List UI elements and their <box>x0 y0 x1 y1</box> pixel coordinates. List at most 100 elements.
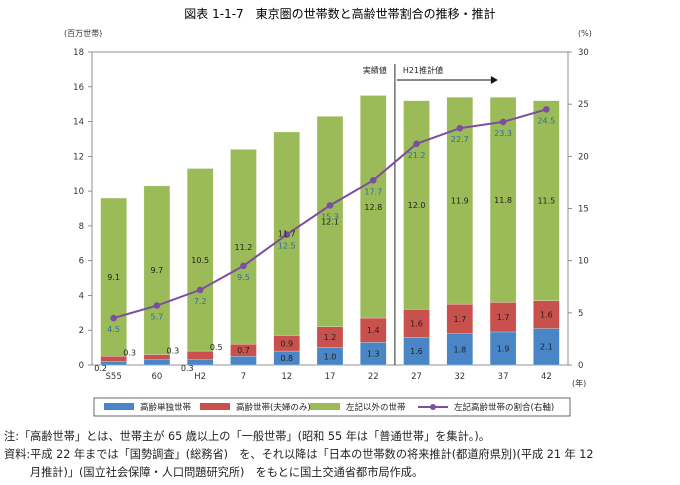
legend-elderly-couple-text: 高齢世帯(夫婦のみ) <box>236 402 311 413</box>
label-other-households: 9.1 <box>107 273 120 282</box>
chart-title: 図表 1-1-7 東京圏の世帯数と高齢世帯割合の推移・推計 <box>184 6 495 21</box>
ratio-label: 5.7 <box>151 313 164 322</box>
x-tick-label: 17 <box>325 372 336 382</box>
label-other-households: 11.7 <box>278 230 296 239</box>
ratio-point <box>499 118 507 126</box>
legend-single-elderly-swatch <box>104 403 134 410</box>
label-other-households: 11.9 <box>451 197 469 206</box>
ratio-label: 7.2 <box>194 297 207 306</box>
y-tick-label: 2 <box>79 326 84 336</box>
bar-other-households <box>143 185 171 355</box>
y2-tick-label: 20 <box>578 152 589 162</box>
bar-elderly-couple <box>533 300 560 329</box>
bar-single-elderly <box>446 333 474 366</box>
bar-single-elderly <box>489 331 517 366</box>
x-tick-label: 7 <box>241 372 246 382</box>
ratio-label: 24.5 <box>537 116 555 125</box>
y2-tick-label: 10 <box>578 257 589 267</box>
bar-elderly-couple <box>186 350 214 360</box>
ratio-point <box>196 286 204 294</box>
x-tick-label: 32 <box>454 372 465 382</box>
ratio-label: 22.7 <box>451 135 469 144</box>
label-elderly-couple: 0.3 <box>167 347 180 356</box>
label-other-households: 12.8 <box>364 203 382 212</box>
ratio-point <box>110 314 117 322</box>
x-axis-unit: (年) <box>572 378 586 388</box>
legend-ratio-text: 左記高齢世帯の割合(右軸) <box>454 402 554 413</box>
label-single-elderly: 1.8 <box>453 345 466 354</box>
y-tick-label: 4 <box>79 291 84 301</box>
y-tick-label: 16 <box>73 83 84 93</box>
label-elderly-couple: 0.5 <box>210 343 223 352</box>
bar-other-households <box>489 97 517 303</box>
x-tick-label: 12 <box>281 372 292 382</box>
y2-tick-label: 30 <box>578 48 589 58</box>
bar-other-households <box>230 149 257 345</box>
bar-other-households <box>186 168 214 352</box>
y-tick-label: 12 <box>73 152 84 162</box>
label-elderly-couple: 1.6 <box>540 311 553 320</box>
ratio-label: 21.2 <box>408 151 426 160</box>
ratio-label: 12.5 <box>278 242 296 251</box>
ratio-point <box>456 124 464 132</box>
label-elderly-couple: 1.7 <box>497 313 510 322</box>
legend-other-households-swatch <box>310 403 340 410</box>
ratio-label: 4.5 <box>107 325 120 334</box>
bar-other-households <box>360 95 387 319</box>
bar-elderly-couple <box>446 303 474 334</box>
ratio-label: 9.5 <box>237 273 250 282</box>
note-line-3: 月推計)」(国立社会保障・人口問題研究所) をもとに国土交通省都市局作成。 <box>4 466 424 479</box>
projection-arrow-head <box>490 76 498 84</box>
ratio-point <box>413 140 420 148</box>
ratio-point <box>283 231 291 238</box>
label-other-households: 11.5 <box>537 197 555 206</box>
bar-single-elderly <box>230 356 257 366</box>
label-single-elderly: 1.6 <box>410 347 423 356</box>
legend-ratio-marker <box>430 404 436 410</box>
chart: 図表 1-1-7 東京圏の世帯数と高齢世帯割合の推移・推計 (百万世帯) (%)… <box>64 6 592 417</box>
x-tick-label: 37 <box>498 372 509 382</box>
label-elderly-couple: 1.6 <box>410 319 423 328</box>
ratio-label: 23.3 <box>494 129 512 138</box>
label-other-households: 9.7 <box>151 266 164 275</box>
actual-values-label: 実績値 <box>363 65 387 75</box>
label-elderly-couple: 1.2 <box>324 333 337 342</box>
y2-axis-unit: (%) <box>578 29 592 38</box>
label-elderly-couple: 0.9 <box>280 339 293 348</box>
bar-elderly-couple <box>360 317 387 343</box>
label-other-households: 12.0 <box>408 201 426 210</box>
legend-other-households-text: 左記以外の世帯 <box>346 402 406 413</box>
bar-other-households <box>316 116 344 327</box>
label-other-households: 10.5 <box>191 256 209 265</box>
bar-other-households <box>403 100 430 310</box>
y-axis-unit: (百万世帯) <box>64 28 102 38</box>
x-tick-label: S55 <box>106 372 122 382</box>
label-single-elderly: 0.8 <box>280 354 293 363</box>
y-tick-label: 8 <box>79 222 84 232</box>
y2-tick-label: 0 <box>578 361 583 371</box>
bar-elderly-couple <box>489 302 517 333</box>
bar-other-households <box>100 197 127 357</box>
y-tick-label: 14 <box>73 118 84 128</box>
label-elderly-couple: 1.4 <box>367 326 380 335</box>
label-single-elderly: 0.2 <box>94 364 107 373</box>
x-tick-label: 27 <box>411 372 422 382</box>
ratio-point <box>153 302 161 309</box>
label-single-elderly: 0.3 <box>181 364 194 373</box>
y-tick-label: 18 <box>73 48 84 58</box>
x-tick-label: H2 <box>194 372 206 382</box>
label-elderly-couple: 0.7 <box>237 346 250 355</box>
note-line-1: 注:「高齢世帯」とは、世帯主が 65 歳以上の「一般世帯」(昭和 55 年は「普… <box>4 430 490 443</box>
label-single-elderly: 2.1 <box>540 343 553 352</box>
x-tick-label: 22 <box>368 372 379 382</box>
bar-elderly-couple <box>403 309 430 338</box>
projection-label: H21推計値 <box>403 65 443 75</box>
bar-single-elderly <box>403 336 430 366</box>
y-tick-label: 10 <box>73 187 84 197</box>
label-single-elderly: 1.9 <box>497 344 510 353</box>
bar-single-elderly <box>143 359 171 366</box>
y2-tick-label: 5 <box>578 309 583 319</box>
ratio-point <box>369 177 377 184</box>
label-other-households: 12.1 <box>321 218 339 227</box>
label-other-households: 11.8 <box>494 196 512 205</box>
